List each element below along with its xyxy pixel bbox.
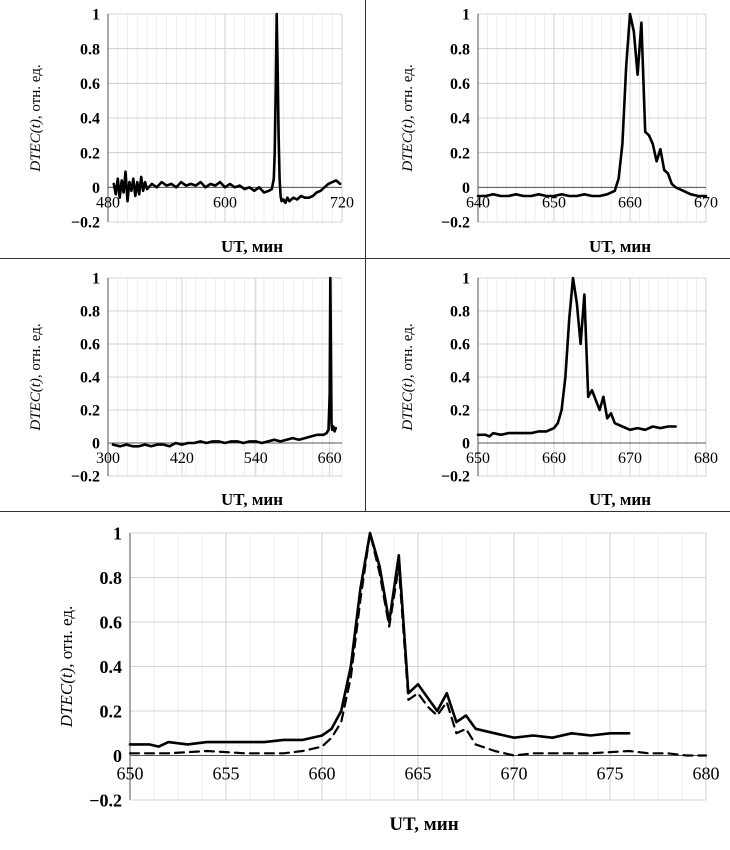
y-tick-label: 0.6 bbox=[80, 76, 100, 93]
y-tick-label: 1 bbox=[92, 271, 100, 288]
y-tick-label: 0.8 bbox=[100, 568, 123, 588]
y-axis-title: DTEC(t), отн. ед. bbox=[400, 323, 416, 431]
panel-frame-top-right bbox=[366, 0, 730, 259]
x-axis-title: UT, мин bbox=[589, 490, 651, 509]
y-axis-title-italic: DTEC(t) bbox=[57, 667, 76, 728]
y-tick-label: −0.2 bbox=[441, 215, 470, 232]
y-tick-label: 0.6 bbox=[80, 337, 100, 354]
y-axis-title-italic: DTEC(t) bbox=[400, 119, 416, 173]
y-axis-title-units: , отн. ед. bbox=[400, 64, 416, 119]
y-tick-label: 0.2 bbox=[80, 403, 100, 420]
x-tick-label: 680 bbox=[694, 450, 718, 467]
y-tick-label: 0 bbox=[113, 746, 122, 766]
y-tick-label: 0.2 bbox=[100, 701, 123, 721]
x-tick-label: 640 bbox=[466, 194, 490, 211]
y-tick-label: 0.8 bbox=[80, 304, 100, 321]
y-axis-title-italic: DTEC(t) bbox=[28, 378, 44, 432]
y-tick-label: −0.2 bbox=[71, 469, 100, 486]
chart-panel-bottom: −0.2 0 0.2 0.4 0.6 0.8 1 650 655 660 665 670 675 680 U… bbox=[57, 523, 720, 835]
y-tick-label: 0.2 bbox=[450, 145, 470, 162]
chart-panel-middle-right: −0.2 0 0.2 0.4 0.6 0.8 1 650 660 670 680 UT, мин DTE… bbox=[400, 271, 718, 509]
y-tick-label: 0.8 bbox=[450, 41, 470, 58]
x-tick-label: 670 bbox=[618, 450, 642, 467]
x-tick-label: 650 bbox=[542, 194, 566, 211]
y-axis-title: DTEC(t), отн. ед. bbox=[400, 64, 416, 172]
x-tick-label: 300 bbox=[96, 450, 120, 467]
y-axis-title: DTEC(t), отн. ед. bbox=[28, 323, 44, 431]
chart-panel-top-right: −0.2 0 0.2 0.4 0.6 0.8 1 640 650 660 670 UT, мин DTE… bbox=[400, 7, 718, 256]
x-tick-label: 660 bbox=[542, 450, 566, 467]
x-tick-label: 540 bbox=[244, 450, 268, 467]
x-axis-title: UT, мин bbox=[221, 490, 283, 509]
y-tick-label: 0.4 bbox=[80, 370, 100, 387]
y-axis-title-units: , отн. ед. bbox=[57, 606, 76, 668]
y-tick-label: 0 bbox=[462, 180, 470, 197]
series-line-solid bbox=[476, 12, 708, 198]
series-line-solid bbox=[128, 531, 631, 748]
y-tick-label: 1 bbox=[462, 7, 470, 24]
x-tick-label: 480 bbox=[96, 194, 120, 211]
series-line-solid bbox=[112, 12, 342, 205]
y-tick-label: 0.8 bbox=[450, 304, 470, 321]
x-tick-label: 660 bbox=[618, 194, 642, 211]
y-tick-label: −0.2 bbox=[89, 790, 122, 810]
panel-frame-top-left bbox=[0, 0, 366, 259]
chart-panel-middle-left: −0.2 0 0.2 0.4 0.6 0.8 1 300 420 540 660 UT, мин DTE… bbox=[28, 271, 343, 509]
y-axis-title: DTEC(t), отн. ед. bbox=[57, 606, 76, 729]
x-tick-label: 720 bbox=[330, 194, 354, 211]
y-tick-label: 0.6 bbox=[450, 337, 470, 354]
y-axis-title-units: , отн. ед. bbox=[28, 64, 44, 119]
y-tick-label: 0.6 bbox=[100, 612, 123, 632]
x-axis-title: UT, мин bbox=[589, 237, 651, 256]
y-tick-label: 0 bbox=[462, 436, 470, 453]
x-tick-label: 650 bbox=[117, 764, 144, 784]
y-tick-label: 1 bbox=[113, 523, 122, 543]
x-tick-label: 660 bbox=[318, 450, 342, 467]
y-tick-label: −0.2 bbox=[71, 215, 100, 232]
y-tick-label: 0.8 bbox=[80, 41, 100, 58]
series-line-solid bbox=[476, 276, 677, 438]
x-axis-title: UT, мин bbox=[389, 814, 458, 835]
x-tick-label: 680 bbox=[693, 764, 720, 784]
y-tick-label: 0 bbox=[92, 436, 100, 453]
y-tick-label: 0.4 bbox=[450, 370, 470, 387]
x-tick-label: 650 bbox=[466, 450, 490, 467]
y-tick-label: 0.2 bbox=[80, 145, 100, 162]
x-tick-label: 660 bbox=[309, 764, 336, 784]
series-line-dashed bbox=[128, 531, 708, 757]
y-axis-title-units: , отн. ед. bbox=[28, 323, 44, 378]
panel-frame-middle-right bbox=[366, 259, 730, 512]
y-tick-label: 0.4 bbox=[450, 111, 470, 128]
x-tick-label: 420 bbox=[170, 450, 194, 467]
x-tick-label: 670 bbox=[694, 194, 718, 211]
y-tick-label: 0 bbox=[92, 180, 100, 197]
x-tick-label: 665 bbox=[405, 764, 432, 784]
x-axis-title: UT, мин bbox=[221, 237, 283, 256]
y-tick-label: −0.2 bbox=[441, 469, 470, 486]
y-axis-title-italic: DTEC(t) bbox=[400, 378, 416, 432]
y-axis-title-italic: DTEC(t) bbox=[28, 119, 44, 173]
series-line-solid bbox=[111, 276, 338, 448]
x-tick-label: 675 bbox=[597, 764, 624, 784]
y-axis-title-units: , отн. ед. bbox=[400, 323, 416, 378]
y-tick-label: 0.4 bbox=[100, 657, 123, 677]
chart-panel-top-left: −0.2 0 0.2 0.4 0.6 0.8 1 480 600 720 UT, мин DTEC(t… bbox=[28, 7, 354, 256]
x-tick-label: 600 bbox=[213, 194, 237, 211]
y-tick-label: 0.6 bbox=[450, 76, 470, 93]
y-tick-label: 1 bbox=[462, 271, 470, 288]
panel-frame-middle-left bbox=[0, 259, 366, 512]
x-tick-label: 655 bbox=[213, 764, 240, 784]
y-tick-label: 0.4 bbox=[80, 111, 100, 128]
x-tick-label: 670 bbox=[501, 764, 528, 784]
y-axis-title: DTEC(t), отн. ед. bbox=[28, 64, 44, 172]
y-tick-label: 1 bbox=[92, 7, 100, 24]
y-tick-label: 0.2 bbox=[450, 403, 470, 420]
